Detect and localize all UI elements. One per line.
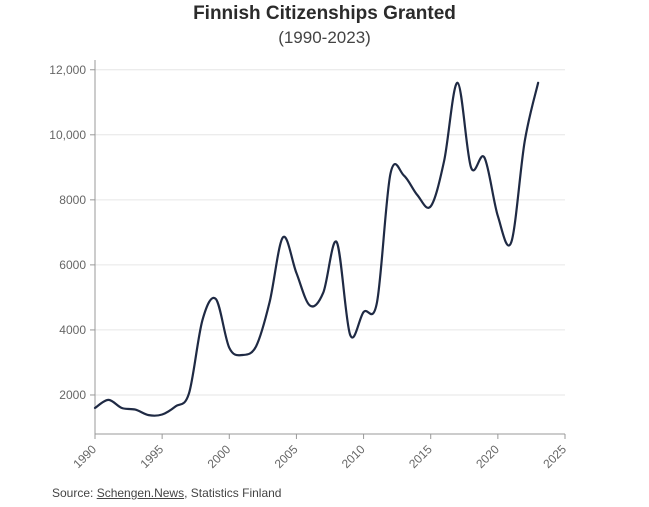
x-tick-label: 2010: [339, 442, 368, 471]
y-tick-label: 2000: [59, 388, 86, 402]
source-link[interactable]: Schengen.News: [96, 486, 185, 500]
y-tick-label: 8000: [59, 193, 86, 207]
source-suffix: , Statistics Finland: [184, 486, 282, 500]
chart-title: Finnish Citizenships Granted: [193, 3, 456, 24]
y-tick-label: 6000: [59, 258, 86, 272]
series-line: [93, 81, 540, 417]
y-tick-label: 10,000: [49, 128, 86, 142]
y-tick-label: 4000: [59, 323, 86, 337]
x-tick-label: 2015: [406, 442, 435, 471]
x-tick-label: 2005: [272, 442, 301, 471]
chart-subtitle: (1990-2023): [278, 28, 371, 47]
x-tick-label: 2000: [205, 442, 234, 471]
source-note: Source: Schengen.News, Statistics Finlan…: [52, 486, 281, 500]
x-tick-label: 1995: [137, 442, 166, 471]
x-tick-label: 2020: [473, 442, 502, 471]
y-axis-ticks: 2000 4000 6000 8000 10,000 12,000: [49, 63, 95, 402]
x-axis-ticks: 1990 1995 2000 2005 2010 2015 2020 2025: [70, 434, 569, 471]
source-prefix: Source:: [52, 486, 97, 500]
x-tick-label: 1990: [70, 442, 99, 471]
x-tick-label: 2025: [540, 442, 569, 471]
series-group: [93, 81, 540, 417]
axes: [94, 60, 565, 435]
y-tick-label: 12,000: [49, 63, 86, 77]
gridlines: [95, 69, 565, 396]
